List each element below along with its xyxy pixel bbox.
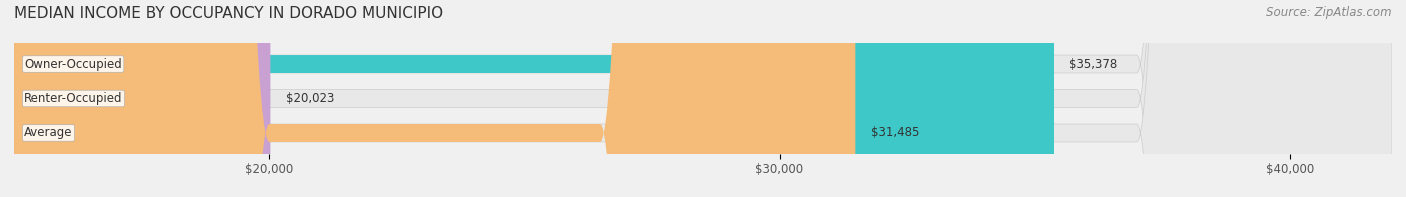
FancyBboxPatch shape (14, 0, 1392, 197)
Text: $31,485: $31,485 (870, 126, 920, 139)
FancyBboxPatch shape (14, 0, 1392, 197)
Text: $20,023: $20,023 (285, 92, 335, 105)
Text: $35,378: $35,378 (1070, 58, 1118, 71)
FancyBboxPatch shape (14, 0, 1392, 197)
Text: Renter-Occupied: Renter-Occupied (24, 92, 122, 105)
Text: Owner-Occupied: Owner-Occupied (24, 58, 122, 71)
FancyBboxPatch shape (14, 0, 855, 197)
Text: Source: ZipAtlas.com: Source: ZipAtlas.com (1267, 6, 1392, 19)
FancyBboxPatch shape (14, 0, 1054, 197)
Text: Average: Average (24, 126, 73, 139)
FancyBboxPatch shape (14, 0, 270, 197)
Text: MEDIAN INCOME BY OCCUPANCY IN DORADO MUNICIPIO: MEDIAN INCOME BY OCCUPANCY IN DORADO MUN… (14, 6, 443, 21)
